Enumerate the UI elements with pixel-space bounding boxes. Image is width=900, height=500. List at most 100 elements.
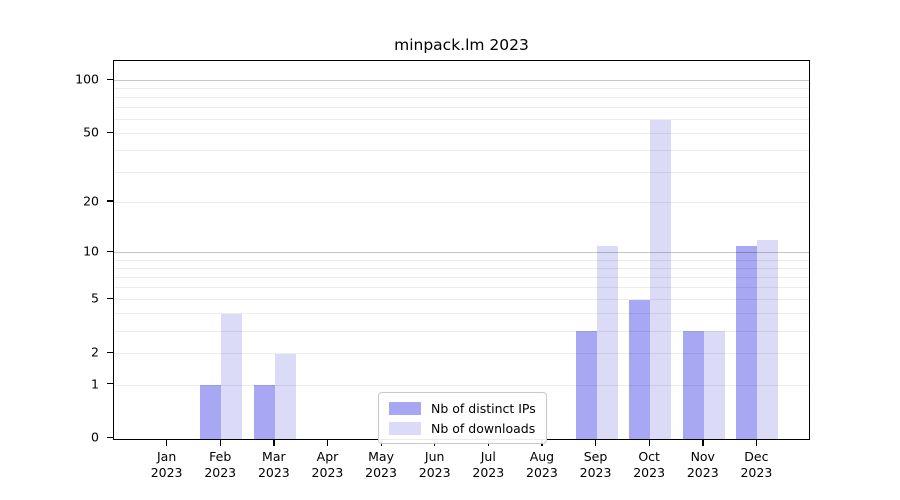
y-tick-label-10: 10 [83, 243, 99, 259]
y-tick-label-20: 20 [83, 193, 99, 209]
bar-distinct-ips-mar [253, 385, 275, 439]
bar-distinct-ips-sep [575, 331, 597, 439]
x-tick-label-oct: Oct 2023 [633, 449, 665, 481]
y-tick-0 [107, 436, 113, 439]
gridline-60 [114, 119, 809, 121]
x-tick-feb [219, 440, 222, 446]
bar-distinct-ips-nov [682, 331, 704, 439]
gridline-80 [114, 97, 809, 99]
x-tick-dec [755, 440, 758, 446]
x-tick-year: 2023 [579, 465, 612, 480]
y-tick-label-0: 0 [91, 429, 99, 445]
y-axis: 0 1 2 5 10 20 50 100 [0, 60, 113, 445]
y-tick-label-100: 100 [75, 71, 99, 87]
legend-label-distinct-ips: Nb of distinct IPs [431, 400, 536, 416]
x-tick-year: 2023 [365, 465, 397, 480]
legend-item-downloads: Nb of downloads [389, 418, 536, 438]
y-tick-100 [107, 78, 113, 80]
plot-area [113, 60, 810, 440]
x-tick-year: 2023 [633, 465, 666, 480]
x-tick-year: 2023 [526, 465, 558, 480]
x-tick-month: Jul [480, 449, 496, 464]
x-tick-month: Sep [583, 449, 608, 464]
x-tick-month: Apr [316, 449, 339, 464]
x-tick-year: 2023 [204, 465, 237, 480]
bar-distinct-ips-feb [200, 385, 222, 439]
gridline-100 [114, 80, 809, 81]
bar-distinct-ips-oct [629, 299, 651, 439]
x-tick-year: 2023 [686, 465, 719, 480]
gridline-10 [114, 252, 809, 254]
bar-downloads-mar [274, 353, 296, 439]
gridline-50 [114, 133, 809, 135]
legend-label-downloads: Nb of downloads [431, 420, 536, 436]
x-tick-label-aug: Aug 2023 [526, 449, 558, 481]
y-tick-1 [107, 383, 113, 385]
x-tick-month: Mar [262, 449, 286, 464]
x-tick-label-apr: Apr 2023 [312, 449, 344, 481]
x-tick-label-mar: Mar 2023 [258, 449, 290, 481]
x-tick-label-sep: Sep 2023 [580, 449, 612, 481]
x-tick-month: Dec [744, 449, 769, 464]
gridline-40 [114, 150, 809, 151]
legend-item-distinct-ips: Nb of distinct IPs [389, 398, 536, 418]
x-tick-year: 2023 [257, 465, 290, 480]
legend-swatch-distinct-ips [389, 401, 421, 415]
x-tick-nov [702, 440, 704, 446]
y-tick-label-5: 5 [91, 290, 99, 306]
gridline-5 [114, 299, 809, 301]
x-tick-month: Aug [529, 449, 555, 464]
y-tick-label-50: 50 [83, 124, 99, 140]
bar-downloads-oct [650, 119, 672, 439]
gridline-70 [114, 107, 809, 109]
gridline-90 [114, 88, 809, 90]
y-tick-5 [107, 297, 113, 300]
bar-downloads-feb [221, 314, 243, 439]
x-tick-label-jan: Jan 2023 [151, 449, 183, 481]
x-tick-label-feb: Feb 2023 [204, 449, 236, 481]
gridline-4 [114, 313, 809, 315]
x-tick-oct [648, 440, 650, 446]
x-tick-label-jun: Jun 2023 [419, 449, 451, 481]
bar-distinct-ips-dec [736, 246, 758, 439]
gridline-7 [114, 276, 809, 278]
x-tick-label-dec: Dec 2023 [740, 449, 772, 481]
y-tick-label-2: 2 [91, 344, 99, 360]
x-tick-year: 2023 [150, 465, 183, 480]
x-tick-apr [326, 440, 329, 446]
bar-downloads-nov [703, 331, 725, 439]
x-tick-jan [166, 440, 168, 446]
x-tick-sep [595, 440, 597, 446]
legend: Nb of distinct IPs Nb of downloads [378, 392, 547, 444]
chart-title: minpack.lm 2023 [394, 36, 529, 54]
x-tick-year: 2023 [418, 465, 451, 480]
y-tick-10 [107, 250, 113, 252]
x-tick-mar [273, 440, 275, 446]
x-tick-year: 2023 [311, 465, 344, 480]
x-tick-year: 2023 [472, 465, 505, 480]
x-tick-label-jul: Jul 2023 [472, 449, 504, 481]
x-tick-month: Jun [424, 449, 445, 464]
x-tick-month: Jan [156, 449, 177, 464]
y-tick-50 [107, 131, 113, 133]
bar-downloads-sep [596, 246, 618, 439]
gridline-8 [114, 267, 809, 269]
x-tick-month: Feb [209, 449, 232, 464]
x-axis: Jan 2023 Feb 2023 Mar 2023 Apr 2023 May 2023 Jun 20… [113, 440, 810, 500]
gridline-9 [114, 259, 809, 261]
x-tick-label-nov: Nov 2023 [687, 449, 719, 481]
y-tick-2 [107, 351, 113, 353]
gridline-20 [114, 201, 809, 203]
y-tick-20 [107, 200, 113, 202]
x-tick-label-may: May 2023 [365, 449, 397, 481]
x-tick-month: Oct [638, 449, 660, 464]
x-tick-month: May [368, 449, 394, 464]
y-tick-label-1: 1 [91, 376, 99, 392]
x-tick-month: Nov [690, 449, 715, 464]
gridline-6 [114, 287, 809, 289]
bar-downloads-dec [757, 239, 779, 439]
x-tick-year: 2023 [740, 465, 773, 480]
legend-swatch-downloads [389, 421, 421, 435]
gridline-30 [114, 171, 809, 173]
